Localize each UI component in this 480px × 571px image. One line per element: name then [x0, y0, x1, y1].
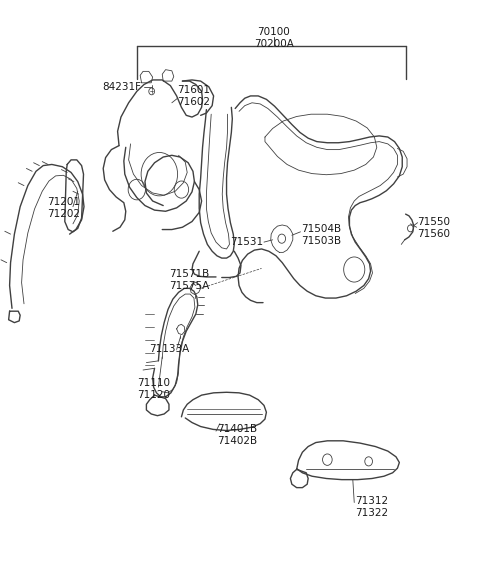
Text: 71110
71120: 71110 71120 [137, 379, 170, 400]
Text: 71550
71560: 71550 71560 [418, 218, 451, 239]
Text: 71312
71322: 71312 71322 [355, 496, 388, 518]
Text: 71401B
71402B: 71401B 71402B [217, 424, 257, 446]
Text: 71201
71202: 71201 71202 [47, 198, 80, 219]
Text: 84231F: 84231F [103, 82, 142, 92]
Text: 70100
70200A: 70100 70200A [253, 27, 294, 50]
Text: 71133A: 71133A [149, 344, 189, 355]
Text: 71601
71602: 71601 71602 [178, 85, 211, 107]
Text: 71531: 71531 [230, 237, 263, 247]
Text: 71504B
71503B: 71504B 71503B [301, 224, 342, 246]
Text: 71571B
71575A: 71571B 71575A [169, 269, 209, 291]
